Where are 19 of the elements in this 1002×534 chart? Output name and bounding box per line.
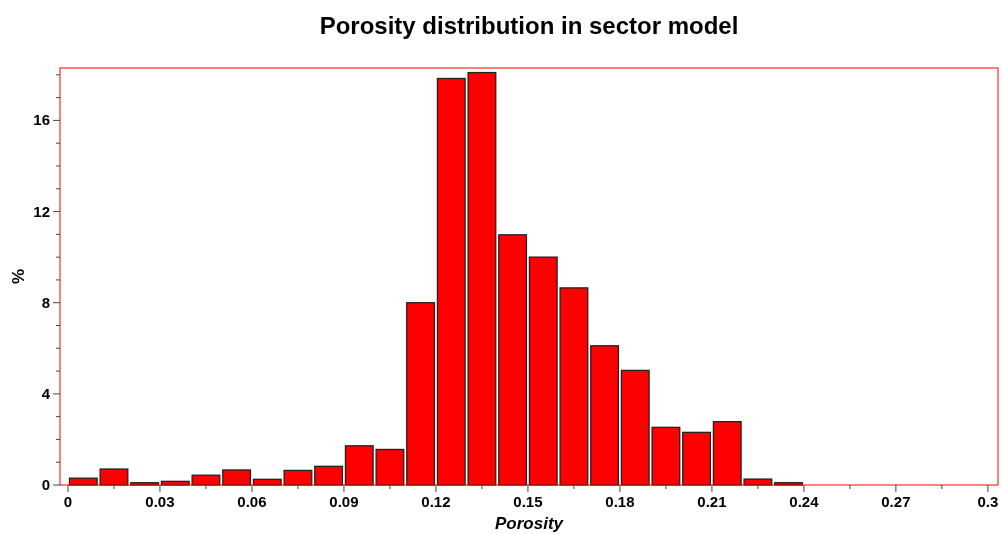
y-tick-label: 4 [41, 384, 51, 402]
y-tick-label: 12 [33, 202, 50, 220]
y-tick-label: 16 [33, 111, 50, 129]
x-tick-label: 0 [63, 493, 73, 510]
x-tick-label: 0.27 [881, 493, 911, 510]
y-tick-label: 8 [41, 293, 50, 311]
y-tick-label: 0 [41, 476, 50, 493]
x-tick-label: 0.03 [145, 493, 175, 510]
x-tick-label: 0.09 [329, 493, 359, 510]
x-tick-label: 0.12 [421, 493, 451, 510]
chart-title: Porosity distribution in sector model [319, 12, 739, 39]
x-tick-label: 0.18 [605, 493, 635, 510]
x-axis-title: Porosity [494, 514, 565, 533]
x-tick-label: 0.06 [237, 493, 267, 510]
y-axis-title: % [9, 268, 28, 285]
x-tick-label: 0.24 [789, 493, 820, 510]
x-tick-label: 0.15 [513, 493, 543, 510]
x-tick-label: 0.3 [977, 493, 999, 510]
x-tick-label: 0.21 [697, 493, 727, 510]
